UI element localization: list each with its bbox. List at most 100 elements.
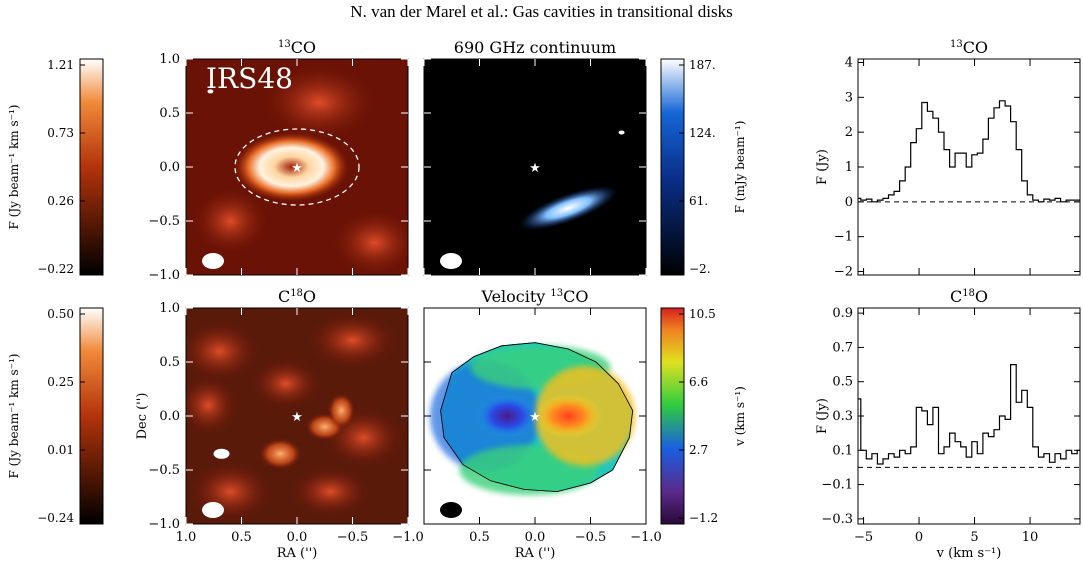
colorbar-tick-label: 2.7 [689, 443, 708, 457]
colorbar-cont: 187. 124. 61. −2. F (mJy beam⁻¹) [660, 58, 747, 276]
colorbar-tick-label: 6.6 [689, 375, 708, 389]
emission-patch [259, 62, 380, 143]
colorbar-tick-label: 0.26 [47, 194, 74, 208]
colorbar-tick-label: −0.22 [37, 262, 74, 276]
y-tick-label: 0.0 [159, 160, 180, 175]
y-tick-label: −0.1 [821, 478, 853, 493]
y-tick-label: 2 [845, 125, 853, 140]
emission-patch [188, 461, 273, 522]
continuum-arc [519, 185, 618, 231]
y-tick-label: 1 [845, 160, 853, 175]
star-marker: ★ [291, 161, 303, 176]
map-cont: ★ [423, 58, 647, 276]
x-tick-label: 1.0 [176, 530, 197, 545]
beam-ellipse [202, 253, 224, 269]
colorbar-tick-label: −0.24 [37, 511, 74, 525]
colorbar-tick-label: 187. [689, 58, 716, 72]
y-tick-label: 0.0 [159, 409, 180, 424]
map-background [424, 59, 646, 275]
noise-spot [207, 89, 214, 94]
star-marker: ★ [529, 410, 541, 425]
y-tick-label: 0.5 [832, 375, 853, 390]
y-tick-label: 0.5 [159, 355, 180, 370]
y-tick-label: 0.5 [159, 106, 180, 121]
y-tick-label: 0 [845, 195, 853, 210]
emission-patch [250, 358, 321, 409]
emission-patch [186, 375, 239, 436]
x-tick-label: −1.0 [630, 530, 662, 545]
map-13co: ★ 1.0 0.5 0.0 −0.5 −1.0 IRS48 [148, 52, 409, 283]
colorbar-tick-label: 124. [689, 126, 716, 140]
panel-title: C18O [278, 287, 316, 306]
spectrum-line [858, 364, 1080, 465]
colorbar-tick-label: 0.50 [47, 307, 74, 321]
colorbar-scale [79, 58, 104, 276]
beam-ellipse [440, 253, 462, 269]
y-tick-label: 0.1 [832, 443, 853, 458]
star-marker: ★ [529, 161, 541, 176]
spec-c18o: 0.9 0.7 0.5 0.3 0.1 −0.1 −0.3−5 0 5 10 v (km s⁻¹) F… [815, 306, 1081, 561]
y-tick-label: 4 [845, 55, 853, 70]
y-tick-label: −0.5 [148, 214, 180, 229]
emission-patch [307, 312, 398, 369]
page-header: N. van der Marel et al.: Gas cavities in… [350, 2, 733, 21]
colorbar-scale [660, 58, 685, 276]
spectrum-frame [857, 307, 1081, 525]
y-axis-label: F (Jy) [815, 149, 830, 185]
colorbar-label: F (mJy beam⁻¹) [733, 121, 747, 214]
y-tick-label: −0.3 [821, 512, 853, 527]
y-axis-label: Dec ('') [135, 393, 150, 440]
x-tick-label: −1.0 [392, 530, 424, 545]
y-tick-label: −2 [834, 265, 853, 280]
colorbar-label: v (km s⁻¹) [733, 386, 747, 447]
colorbar-13co: 1.21 0.73 0.26 −0.22 F (Jy beam⁻¹ km s⁻¹) [7, 58, 104, 276]
blueshifted-lobe [475, 394, 540, 438]
emission-peak [258, 437, 303, 470]
x-axis-label: v (km s⁻¹) [936, 546, 1002, 561]
noise-spot [213, 448, 230, 459]
map-vel: ★ 0.5 0.0 −0.5 −1.0 RA ('') [423, 307, 662, 561]
y-tick-label: 0.7 [832, 340, 853, 355]
x-tick-label: 10 [1022, 530, 1039, 545]
colorbar-tick-label: 0.01 [47, 443, 74, 457]
colorbar-tick-label: −1.2 [689, 511, 718, 525]
y-tick-label: −1 [834, 230, 853, 245]
redshifted-lobe [534, 394, 603, 438]
x-tick-label: 5 [970, 530, 978, 545]
colorbar-vel: 10.5 6.6 2.7 −1.2 v (km s⁻¹) [660, 307, 747, 525]
x-tick-label: 0.0 [525, 530, 546, 545]
y-tick-label: 1.0 [159, 301, 180, 316]
noise-spot [618, 130, 625, 135]
map-c18o: ★1.00.50.0−0.5−1.01.0 0.5 0.0 −0.5 −1.0RA ('… [135, 301, 424, 561]
colorbar-tick-label: −2. [689, 262, 711, 276]
y-tick-label: 3 [845, 90, 853, 105]
spec-13co: 4 3 2 1 0 −1 −2 F (Jy) [815, 55, 1081, 280]
colorbar-label: F (Jy beam⁻¹ km s⁻¹) [7, 105, 21, 230]
colorbar-scale [660, 307, 685, 525]
y-tick-label: −1.0 [148, 517, 180, 532]
star-marker: ★ [291, 410, 303, 425]
colorbar-tick-label: 10.5 [689, 307, 716, 321]
panel-title: C18O [950, 287, 988, 306]
panel-title: Velocity 13CO [480, 287, 588, 306]
y-tick-label: 0.9 [832, 306, 853, 321]
velocity-outline [440, 342, 634, 493]
x-tick-label: 0.0 [287, 530, 308, 545]
spectrum-line [858, 100, 1080, 203]
emission-patch [290, 466, 371, 517]
x-tick-label: 0 [915, 530, 923, 545]
x-tick-label: −0.5 [575, 530, 607, 545]
colorbar-tick-label: 61. [689, 194, 708, 208]
x-tick-label: −5 [854, 530, 873, 545]
y-tick-label: −0.5 [148, 463, 180, 478]
x-axis-label: RA ('') [277, 546, 318, 561]
emission-peak [327, 392, 356, 429]
colorbar-tick-label: 0.25 [47, 375, 74, 389]
x-tick-label: 0.5 [469, 530, 490, 545]
dashed-ellipse [234, 128, 360, 206]
colorbar-scale [79, 307, 104, 525]
beam-ellipse [440, 502, 462, 518]
emission-patch [190, 186, 271, 256]
panel-title: 13CO [950, 38, 988, 57]
y-axis-label: F (Jy) [815, 398, 830, 434]
